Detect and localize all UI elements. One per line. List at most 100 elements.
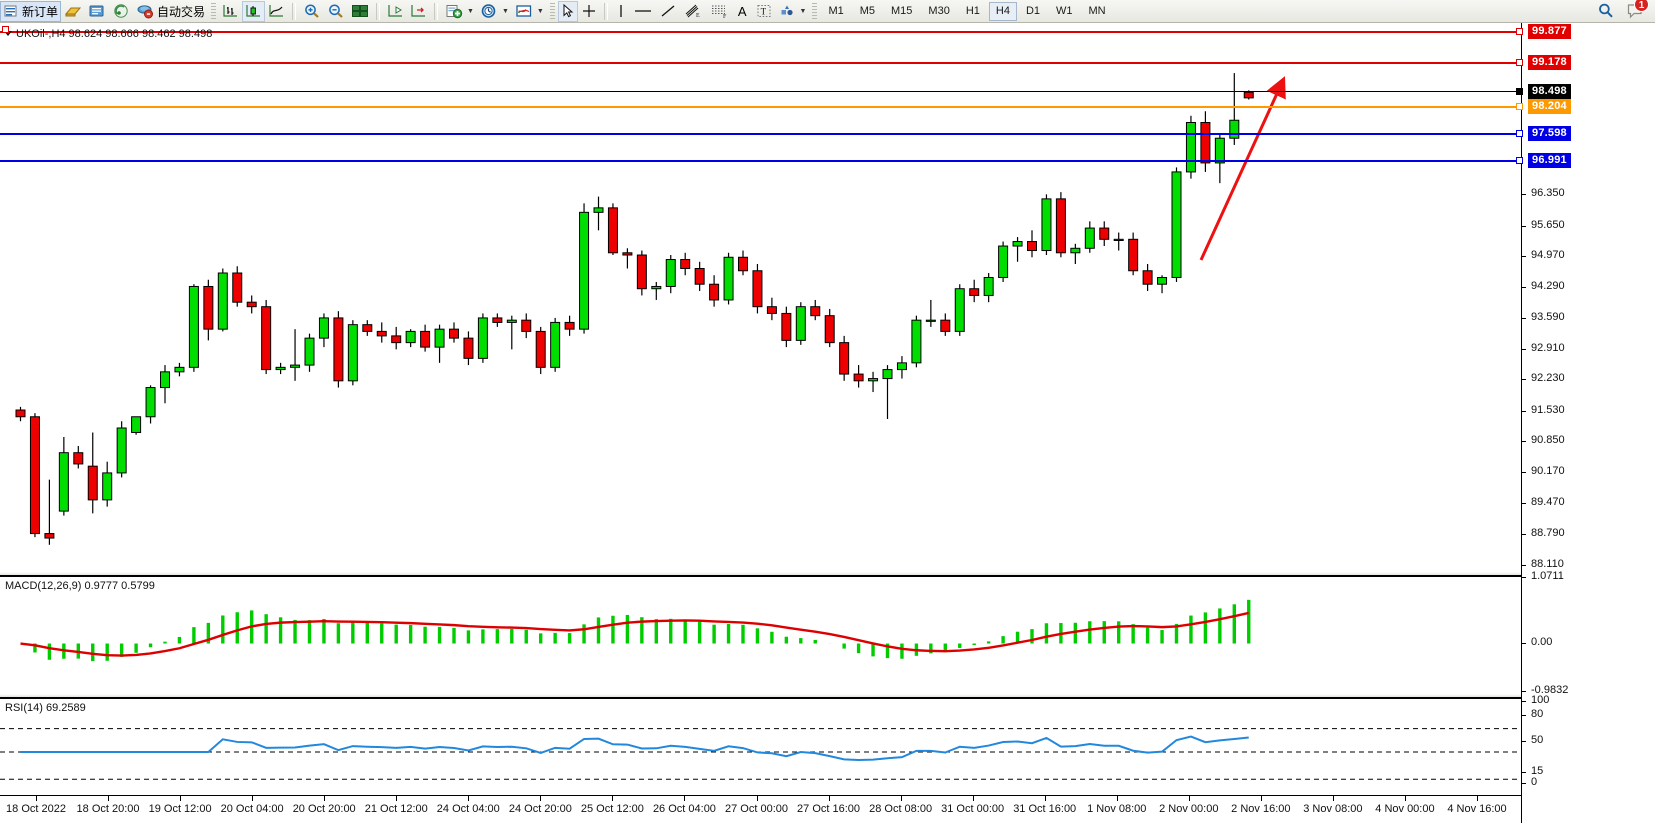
level-line-98-204[interactable]: [0, 106, 1521, 108]
bar-chart-button[interactable]: [219, 1, 242, 22]
rsi-tick: [1522, 772, 1526, 773]
pane-splitter-price-macd[interactable]: [0, 572, 1521, 575]
equidistant-channel-button[interactable]: E: [680, 1, 706, 22]
horizontal-line-icon: [633, 3, 653, 19]
time-tick: [252, 796, 254, 801]
text-label-button[interactable]: T: [753, 1, 775, 22]
level-handle[interactable]: [1516, 157, 1523, 164]
level-line-99-178[interactable]: [0, 62, 1521, 64]
level-handle[interactable]: [1516, 88, 1523, 95]
chart-collapse-arrow-icon[interactable]: [4, 31, 12, 36]
timeframe-m30[interactable]: M30: [928, 4, 950, 17]
timeframe-m5[interactable]: M5: [859, 4, 876, 17]
price-tag-support[interactable]: 97.598: [1528, 126, 1571, 141]
crosshair-button[interactable]: [578, 1, 600, 22]
signal-button[interactable]: [109, 1, 133, 22]
tile-windows-button[interactable]: [348, 1, 372, 22]
toolbar-separator: [292, 2, 297, 20]
macd-tick-label: -0.9832: [1531, 684, 1569, 696]
level-line-98-498[interactable]: [0, 91, 1521, 92]
level-handle[interactable]: [1516, 28, 1523, 35]
price-pane[interactable]: UKOil-,H4 98.624 98.666 98.462 98.498: [0, 25, 1521, 574]
price-tick-label: 92.910: [1531, 341, 1565, 354]
vertical-line-button[interactable]: [612, 1, 630, 22]
search-icon[interactable]: [1597, 2, 1615, 20]
toolbar-grip-timeframes[interactable]: [812, 2, 818, 20]
time-scale[interactable]: 18 Oct 2022 18 Oct 20:00 19 Oct 12:00 20 Oc…: [0, 795, 1521, 823]
price-tick-label: 90.170: [1531, 465, 1565, 478]
zoom-in-button[interactable]: [300, 1, 324, 22]
chevron-down-icon[interactable]: ▼: [467, 7, 474, 15]
autotrade-button[interactable]: 自动交易: [133, 1, 208, 22]
fibonacci-retracement-icon: F: [709, 3, 729, 19]
timeframe-h1[interactable]: H1: [965, 4, 980, 17]
toolbar-right-group: 1: [1597, 0, 1655, 20]
line-chart-button[interactable]: [265, 1, 288, 22]
zoom-out-button[interactable]: [324, 1, 348, 22]
alert-icon[interactable]: 1: [1625, 0, 1649, 20]
chart-shift-button[interactable]: [384, 1, 407, 22]
bullish-trend-arrow[interactable]: [0, 25, 1521, 574]
time-tick-label: 25 Oct 12:00: [580, 803, 644, 815]
price-tag-support[interactable]: 96.991: [1528, 153, 1571, 168]
rsi-pane[interactable]: RSI(14) 69.2589: [0, 697, 1521, 795]
rsi-tick-label: 15: [1531, 765, 1544, 777]
chevron-down-icon[interactable]: ▼: [501, 7, 509, 15]
rsi-tick: [1522, 715, 1526, 716]
timeframe-mn[interactable]: MN: [1088, 4, 1106, 17]
level-line-97-598[interactable]: [0, 133, 1521, 135]
candlestick-chart-button[interactable]: [242, 0, 266, 22]
time-tick: [324, 796, 326, 801]
toolbar-separator-3: [434, 2, 439, 20]
price-tick: [1522, 256, 1526, 258]
time-tick-label: 4 Nov 16:00: [1447, 803, 1507, 815]
time-tick: [1404, 796, 1406, 801]
new-order-button[interactable]: 新订单: [0, 0, 62, 22]
cursor-button[interactable]: [557, 0, 578, 22]
price-tick: [1522, 564, 1526, 566]
chevron-down-icon[interactable]: ▼: [799, 7, 807, 15]
time-tick: [1044, 796, 1046, 801]
level-handle[interactable]: [1516, 103, 1523, 110]
templates-button[interactable]: ▼: [512, 1, 547, 22]
timeframe-m15[interactable]: M15: [891, 4, 913, 17]
terminal-button[interactable]: [85, 1, 109, 22]
shapes-button[interactable]: ▼: [775, 1, 810, 22]
price-tick: [1522, 410, 1526, 412]
fibonacci-retracement-button[interactable]: F: [706, 1, 732, 22]
level-line-96-991[interactable]: [0, 160, 1521, 162]
toolbar-grip-drawing[interactable]: [549, 2, 555, 20]
time-tick: [612, 796, 614, 801]
time-tick: [396, 796, 398, 801]
chevron-down-icon[interactable]: ▼: [536, 7, 544, 15]
level-handle[interactable]: [1516, 130, 1523, 137]
timeframe-w1[interactable]: W1: [1056, 4, 1073, 17]
timeframe-m1[interactable]: M1: [828, 4, 844, 17]
period-button[interactable]: ▼: [477, 1, 512, 22]
add-indicator-button[interactable]: ▼: [442, 1, 477, 22]
chart-area[interactable]: UKOil-,H4 98.624 98.666 98.462 98.498: [0, 23, 1655, 823]
price-tag-resistance[interactable]: 99.877: [1528, 24, 1571, 39]
price-tick-label: 88.110: [1531, 557, 1564, 570]
price-scale[interactable]: 96.350 95.650 94.970 94.290 93.590 92.910 92.2…: [1516, 23, 1655, 823]
timeframe-d1[interactable]: D1: [1025, 4, 1041, 17]
time-tick-label: 27 Oct 16:00: [797, 803, 861, 815]
price-tag-resistance[interactable]: 99.178: [1528, 55, 1571, 70]
macd-pane[interactable]: MACD(12,26,9) 0.9777 0.5799: [0, 575, 1521, 695]
price-tag-last-price[interactable]: 98.498: [1528, 84, 1571, 99]
text-button[interactable]: A: [732, 1, 753, 22]
timeframe-h4[interactable]: H4: [988, 1, 1017, 21]
pane-splitter-macd-rsi[interactable]: [0, 694, 1521, 697]
level-handle[interactable]: [1516, 59, 1523, 66]
chart-title-marker-icon: [2, 26, 9, 33]
templates-icon: [515, 3, 533, 19]
price-tick-label: 91.530: [1531, 403, 1565, 416]
gold-bar-button[interactable]: [61, 1, 85, 22]
auto-scroll-button[interactable]: [407, 1, 430, 22]
horizontal-line-button[interactable]: [630, 1, 656, 22]
trendline-button[interactable]: [656, 1, 680, 22]
level-line-99-877[interactable]: [0, 31, 1521, 33]
price-tag-pivot[interactable]: 98.204: [1528, 99, 1571, 114]
chart-title: UKOil-,H4 98.624 98.666 98.462 98.498: [16, 28, 213, 40]
toolbar-grip-charttype[interactable]: [211, 2, 217, 20]
